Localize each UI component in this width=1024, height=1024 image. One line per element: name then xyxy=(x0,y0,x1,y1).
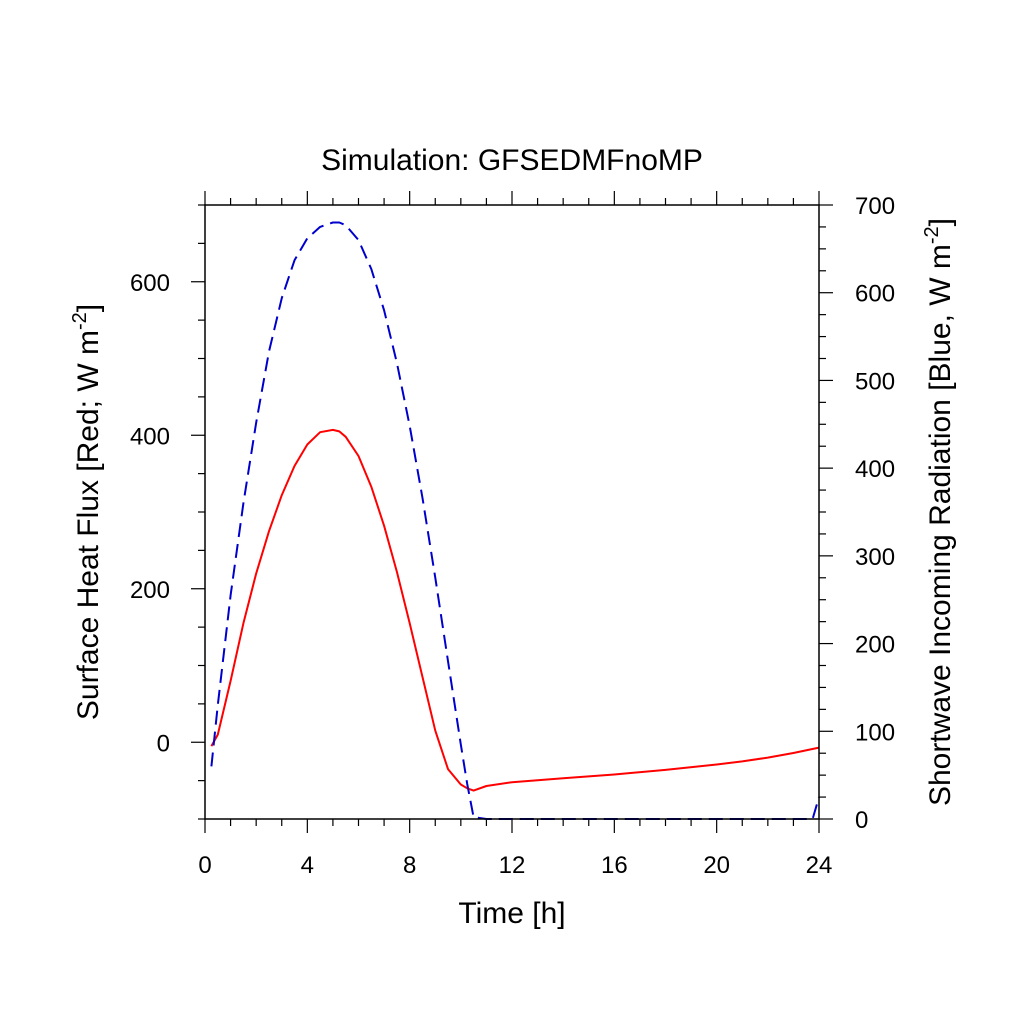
plot-frame xyxy=(204,204,820,820)
axis-ticks xyxy=(191,191,833,833)
x-tick-label: 20 xyxy=(703,852,730,879)
y-right-tick-label: 500 xyxy=(855,368,895,395)
series-line-heat-flux xyxy=(210,428,820,792)
y-left-tick-label: 400 xyxy=(130,423,170,450)
y-right-tick-label: 400 xyxy=(855,456,895,483)
y-left-tick-label: 200 xyxy=(130,577,170,604)
chart-title: Simulation: GFSEDMFnoMP xyxy=(321,144,703,177)
y-right-tick-label: 700 xyxy=(855,193,895,220)
x-tick-label: 24 xyxy=(806,852,833,879)
y-right-axis-title: Shortwave Incoming Radiation [Blue, W m-… xyxy=(921,218,957,806)
x-tick-label: 8 xyxy=(403,852,416,879)
y-right-tick-label: 600 xyxy=(855,281,895,308)
y-right-tick-label: 0 xyxy=(855,807,868,834)
y-right-tick-label: 300 xyxy=(855,544,895,571)
x-tick-label: 4 xyxy=(301,852,314,879)
y-right-tick-label: 200 xyxy=(855,632,895,659)
x-tick-label: 16 xyxy=(601,852,628,879)
x-tick-label: 12 xyxy=(499,852,526,879)
y-left-tick-label: 0 xyxy=(157,730,170,757)
x-axis-title: Time [h] xyxy=(458,897,565,930)
y-right-tick-label: 100 xyxy=(855,719,895,746)
series-lines xyxy=(210,221,820,820)
tick-labels: 0 4 8 12 16 20 24 0 200 400 600 0 100 200 300 400 500 600… xyxy=(130,193,895,879)
y-left-axis-title: Surface Heat Flux [Red; W m-2] xyxy=(69,304,105,720)
y-left-tick-label: 600 xyxy=(130,270,170,297)
series-line-shortwave xyxy=(210,221,820,820)
x-tick-label: 0 xyxy=(198,852,211,879)
